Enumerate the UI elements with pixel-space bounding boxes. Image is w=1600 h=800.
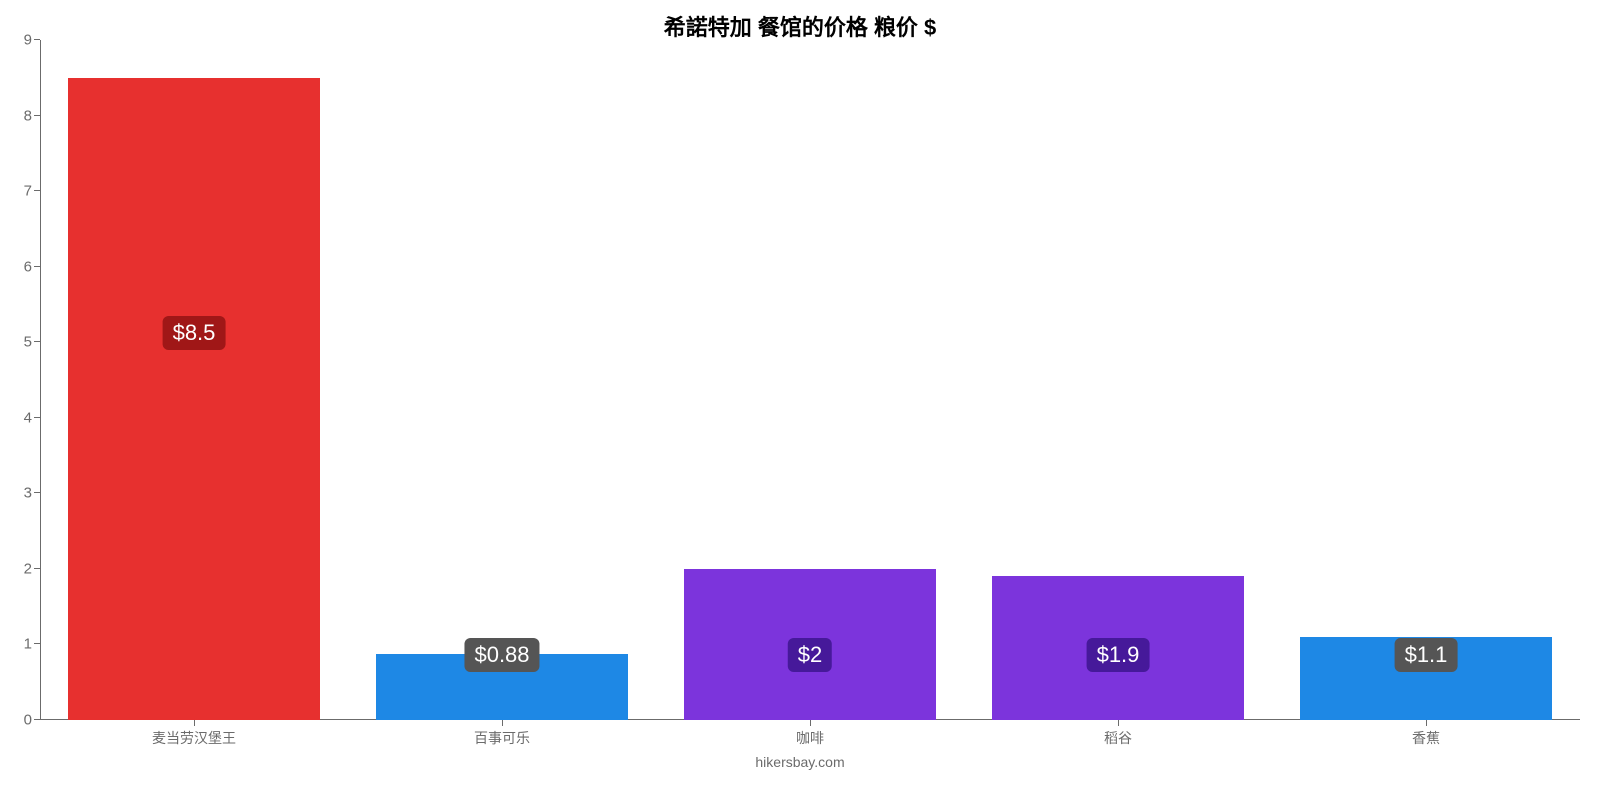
- bar: [68, 78, 321, 720]
- y-tick-mark: [34, 190, 40, 191]
- y-tick-mark: [34, 39, 40, 40]
- x-category-label: 百事可乐: [348, 720, 656, 748]
- value-badge: $0.88: [464, 638, 539, 672]
- x-category-label: 香蕉: [1272, 720, 1580, 748]
- value-badge: $2: [788, 638, 832, 672]
- y-tick-label: 1: [24, 636, 40, 653]
- y-tick-mark: [34, 266, 40, 267]
- y-tick-label: 5: [24, 334, 40, 351]
- price-bar-chart: 希諾特加 餐馆的价格 粮价 $ $8.5麦当劳汉堡王$0.88百事可乐$2咖啡$…: [0, 0, 1600, 800]
- value-badge: $8.5: [163, 316, 226, 350]
- attribution-text: hikersbay.com: [0, 754, 1600, 770]
- y-tick-label: 0: [24, 712, 40, 729]
- x-category-label: 稻谷: [964, 720, 1272, 748]
- y-tick-mark: [34, 417, 40, 418]
- y-tick-label: 9: [24, 32, 40, 49]
- value-badge: $1.1: [1395, 638, 1458, 672]
- y-tick-mark: [34, 492, 40, 493]
- x-category-label: 咖啡: [656, 720, 964, 748]
- y-tick-mark: [34, 719, 40, 720]
- y-tick-mark: [34, 115, 40, 116]
- y-tick-mark: [34, 568, 40, 569]
- y-tick-label: 7: [24, 183, 40, 200]
- y-tick-label: 8: [24, 107, 40, 124]
- y-tick-mark: [34, 643, 40, 644]
- plot-area: $8.5麦当劳汉堡王$0.88百事可乐$2咖啡$1.9稻谷$1.1香蕉 0123…: [40, 40, 1580, 720]
- value-badge: $1.9: [1087, 638, 1150, 672]
- bar-slot: $1.1香蕉: [1272, 40, 1580, 720]
- y-tick-mark: [34, 341, 40, 342]
- bar-slot: $0.88百事可乐: [348, 40, 656, 720]
- x-category-label: 麦当劳汉堡王: [40, 720, 348, 748]
- y-tick-label: 6: [24, 258, 40, 275]
- bar-slot: $2咖啡: [656, 40, 964, 720]
- bar-slot: $1.9稻谷: [964, 40, 1272, 720]
- y-tick-label: 3: [24, 485, 40, 502]
- chart-title: 希諾特加 餐馆的价格 粮价 $: [0, 10, 1600, 42]
- bar-slot: $8.5麦当劳汉堡王: [40, 40, 348, 720]
- bars-container: $8.5麦当劳汉堡王$0.88百事可乐$2咖啡$1.9稻谷$1.1香蕉: [40, 40, 1580, 720]
- y-tick-label: 4: [24, 409, 40, 426]
- y-tick-label: 2: [24, 560, 40, 577]
